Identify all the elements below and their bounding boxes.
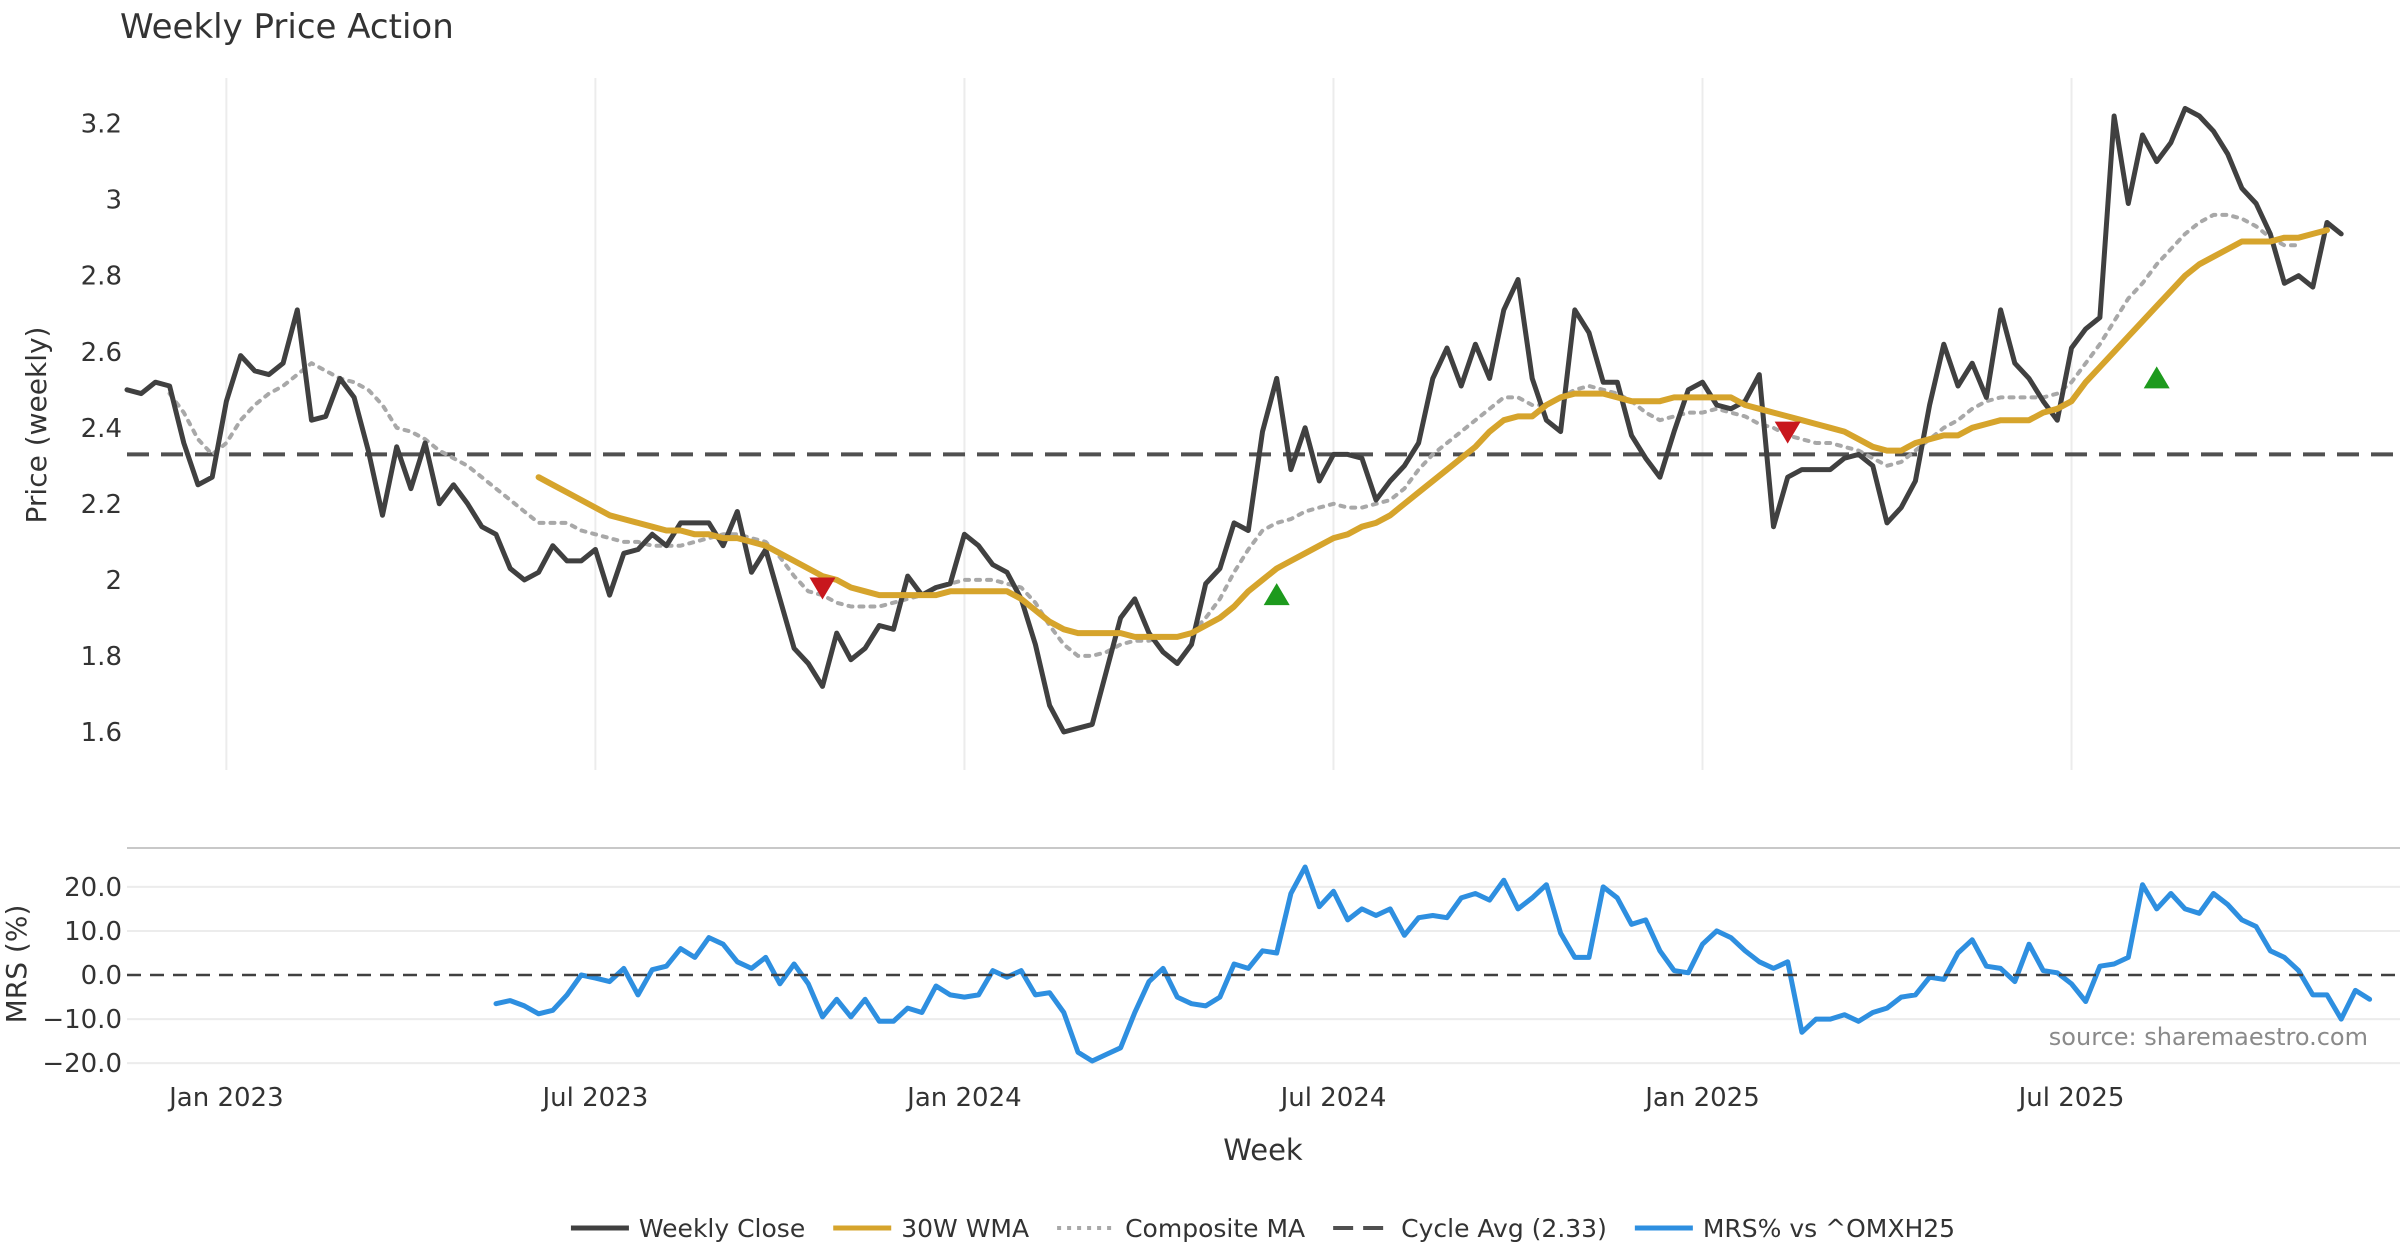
x-tick-0: Jan 2023	[167, 1083, 284, 1113]
mrs-line	[493, 864, 2373, 1064]
legend: Weekly Close 30W WMA Composite MA Cycle Avg…	[570, 1214, 1955, 1243]
legend-label-1: 30W WMA	[901, 1214, 1029, 1243]
price-y-tick-8: 3.2	[81, 110, 122, 140]
30w-wma-line	[535, 227, 2330, 640]
mrs-y-tick-3: 10.0	[64, 917, 122, 947]
sell-signal-marker-0	[809, 577, 836, 600]
price-series	[124, 105, 2400, 735]
price-y-tick-2: 2	[105, 566, 122, 596]
mrs-panel: −20.0 −10.0 0.0 10.0 20.0 MRS (%) source: sh…	[0, 847, 2400, 1079]
price-y-tick-3: 2.2	[81, 490, 122, 520]
price-y-tick-0: 1.6	[81, 718, 122, 748]
price-y-ticks: 1.6 1.8 2 2.2 2.4 2.6 2.8 3 3.2	[81, 110, 122, 748]
buy-signal-marker-3	[2143, 366, 2170, 389]
x-tick-4: Jan 2025	[1643, 1083, 1760, 1113]
x-tick-5: Jul 2025	[2017, 1083, 2125, 1113]
mrs-y-tick-4: 20.0	[64, 873, 122, 903]
price-y-tick-6: 2.8	[81, 262, 122, 292]
mrs-y-tick-0: −20.0	[42, 1049, 122, 1079]
x-axis-label: Week	[1223, 1133, 1303, 1167]
mrs-y-axis-label: MRS (%)	[0, 905, 33, 1024]
mrs-y-tick-2: 0.0	[81, 961, 122, 991]
composite-ma-line	[167, 212, 2301, 658]
weekly-close-line	[124, 105, 2344, 735]
x-tick-2: Jan 2024	[905, 1083, 1022, 1113]
source-note: source: sharemaestro.com	[2049, 1023, 2368, 1051]
mrs-y-ticks: −20.0 −10.0 0.0 10.0 20.0	[42, 873, 122, 1079]
x-tick-3: Jul 2024	[1279, 1083, 1387, 1113]
price-signals	[809, 366, 2170, 606]
chart-title: Weekly Price Action	[120, 7, 454, 47]
price-y-tick-5: 2.6	[81, 338, 122, 368]
legend-label-0: Weekly Close	[639, 1214, 805, 1243]
sell-signal-marker-2	[1774, 421, 1801, 444]
mrs-grid	[127, 885, 2400, 1065]
price-grid	[225, 78, 2073, 770]
price-y-tick-1: 1.8	[81, 642, 122, 672]
x-axis-ticks: Jan 2023 Jul 2023 Jan 2024 Jul 2024 Jan 2025…	[167, 1083, 2124, 1113]
price-y-tick-7: 3	[105, 186, 122, 216]
legend-label-4: MRS% vs ^OMXH25	[1703, 1214, 1955, 1243]
price-y-axis-label: Price (weekly)	[20, 327, 53, 524]
buy-signal-marker-1	[1263, 583, 1290, 606]
price-y-tick-4: 2.4	[81, 414, 122, 444]
price-panel: 1.6 1.8 2 2.2 2.4 2.6 2.8 3 3.2 Price (weekly)	[20, 78, 2400, 770]
mrs-series	[127, 864, 2400, 1064]
legend-label-3: Cycle Avg (2.33)	[1401, 1214, 1607, 1243]
legend-label-2: Composite MA	[1125, 1214, 1305, 1243]
x-tick-1: Jul 2023	[540, 1083, 648, 1113]
mrs-y-tick-1: −10.0	[42, 1005, 122, 1035]
